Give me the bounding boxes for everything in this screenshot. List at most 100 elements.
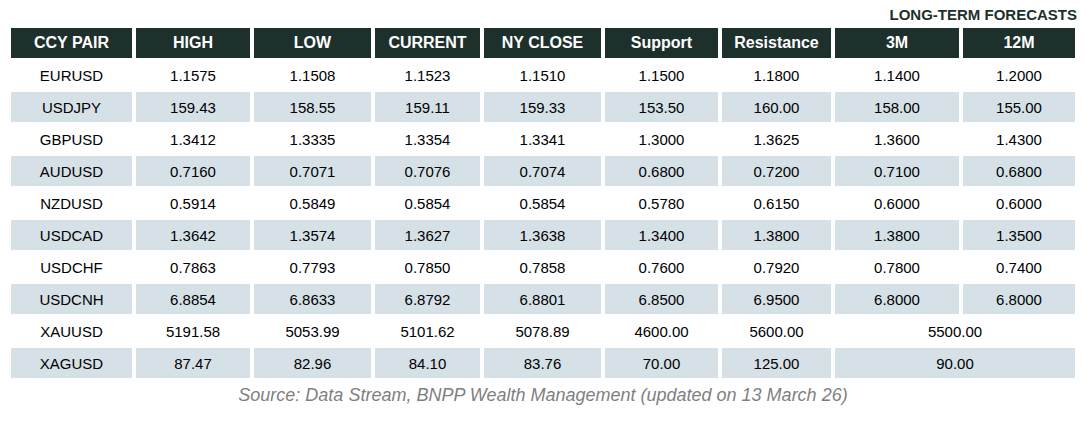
table-row: USDJPY159.43158.55159.11159.33153.50160.… [11,92,1075,122]
cell-3m: 6.8000 [835,284,959,314]
cell-12m: 0.6000 [963,188,1075,218]
cell-ccy-pair: AUDUSD [11,156,132,186]
header-row: CCY PAIR HIGH LOW CURRENT NY CLOSE Suppo… [11,28,1075,58]
cell-12m: 1.3500 [963,220,1075,250]
cell-support: 0.5780 [605,188,718,218]
cell-resistance: 1.3625 [722,124,831,154]
cell-current: 5101.62 [375,316,480,346]
cell-resistance: 6.9500 [722,284,831,314]
cell-ny-close: 83.76 [484,348,601,378]
cell-support: 6.8500 [605,284,718,314]
table-row: XAUUSD5191.585053.995101.625078.894600.0… [11,316,1075,346]
cell-low: 5053.99 [254,316,371,346]
cell-high: 87.47 [136,348,250,378]
cell-ny-close: 1.3341 [484,124,601,154]
cell-3m: 158.00 [835,92,959,122]
cell-ccy-pair: NZDUSD [11,188,132,218]
cell-ccy-pair: USDCHF [11,252,132,282]
cell-current: 0.5854 [375,188,480,218]
fx-forecast-table: CCY PAIR HIGH LOW CURRENT NY CLOSE Suppo… [7,26,1079,380]
cell-high: 0.5914 [136,188,250,218]
cell-3m: 0.7100 [835,156,959,186]
cell-12m: 1.2000 [963,60,1075,90]
cell-support: 0.7600 [605,252,718,282]
cell-support: 4600.00 [605,316,718,346]
cell-high: 1.1575 [136,60,250,90]
cell-3m: 1.3600 [835,124,959,154]
cell-current: 0.7850 [375,252,480,282]
table-row: GBPUSD1.34121.33351.33541.33411.30001.36… [11,124,1075,154]
cell-12m: 1.4300 [963,124,1075,154]
cell-support: 70.00 [605,348,718,378]
cell-support: 1.3400 [605,220,718,250]
column-header-high: HIGH [136,28,250,58]
cell-resistance: 0.7920 [722,252,831,282]
cell-resistance: 1.1800 [722,60,831,90]
cell-resistance: 160.00 [722,92,831,122]
cell-3m: 0.7800 [835,252,959,282]
cell-current: 6.8792 [375,284,480,314]
cell-12m: 155.00 [963,92,1075,122]
column-header-3m: 3M [835,28,959,58]
table-row: NZDUSD0.59140.58490.58540.58540.57800.61… [11,188,1075,218]
cell-3m: 0.6000 [835,188,959,218]
cell-low: 1.3574 [254,220,371,250]
long-term-forecasts-label: LONG-TERM FORECASTS [7,4,1079,26]
table-body: EURUSD1.15751.15081.15231.15101.15001.18… [11,60,1075,378]
cell-high: 1.3412 [136,124,250,154]
cell-high: 5191.58 [136,316,250,346]
column-header-12m: 12M [963,28,1075,58]
cell-ccy-pair: EURUSD [11,60,132,90]
cell-12m: 6.8000 [963,284,1075,314]
cell-resistance: 125.00 [722,348,831,378]
cell-ccy-pair: USDCNH [11,284,132,314]
cell-ny-close: 0.7858 [484,252,601,282]
cell-resistance: 5600.00 [722,316,831,346]
column-header-ccy-pair: CCY PAIR [11,28,132,58]
cell-current: 0.7076 [375,156,480,186]
table-row: USDCNH6.88546.86336.87926.88016.85006.95… [11,284,1075,314]
cell-ccy-pair: XAUUSD [11,316,132,346]
cell-low: 0.5849 [254,188,371,218]
cell-low: 82.96 [254,348,371,378]
cell-12m: 0.7400 [963,252,1075,282]
cell-ccy-pair: GBPUSD [11,124,132,154]
cell-3m-12m-merged: 5500.00 [835,316,1075,346]
cell-3m-12m-merged: 90.00 [835,348,1075,378]
cell-resistance: 0.7200 [722,156,831,186]
cell-3m: 1.1400 [835,60,959,90]
column-header-support: Support [605,28,718,58]
source-note: Source: Data Stream, BNPP Wealth Managem… [7,385,1079,406]
table-row: USDCAD1.36421.35741.36271.36381.34001.38… [11,220,1075,250]
cell-high: 1.3642 [136,220,250,250]
table-row: XAGUSD87.4782.9684.1083.7670.00125.0090.… [11,348,1075,378]
cell-12m: 0.6800 [963,156,1075,186]
cell-ny-close: 1.1510 [484,60,601,90]
column-header-current: CURRENT [375,28,480,58]
cell-ccy-pair: USDJPY [11,92,132,122]
cell-low: 0.7793 [254,252,371,282]
cell-high: 6.8854 [136,284,250,314]
cell-current: 1.1523 [375,60,480,90]
table-header: CCY PAIR HIGH LOW CURRENT NY CLOSE Suppo… [11,28,1075,58]
cell-support: 0.6800 [605,156,718,186]
table-row: EURUSD1.15751.15081.15231.15101.15001.18… [11,60,1075,90]
fx-forecast-page: LONG-TERM FORECASTS CCY PAIR HIGH LOW CU… [0,0,1086,406]
cell-high: 0.7863 [136,252,250,282]
cell-current: 1.3354 [375,124,480,154]
table-row: USDCHF0.78630.77930.78500.78580.76000.79… [11,252,1075,282]
cell-ny-close: 5078.89 [484,316,601,346]
cell-low: 1.1508 [254,60,371,90]
cell-ny-close: 0.5854 [484,188,601,218]
cell-ny-close: 159.33 [484,92,601,122]
column-header-resistance: Resistance [722,28,831,58]
cell-current: 159.11 [375,92,480,122]
cell-current: 84.10 [375,348,480,378]
cell-ccy-pair: XAGUSD [11,348,132,378]
cell-low: 6.8633 [254,284,371,314]
cell-resistance: 1.3800 [722,220,831,250]
cell-low: 158.55 [254,92,371,122]
column-header-low: LOW [254,28,371,58]
cell-ny-close: 6.8801 [484,284,601,314]
table-row: AUDUSD0.71600.70710.70760.70740.68000.72… [11,156,1075,186]
